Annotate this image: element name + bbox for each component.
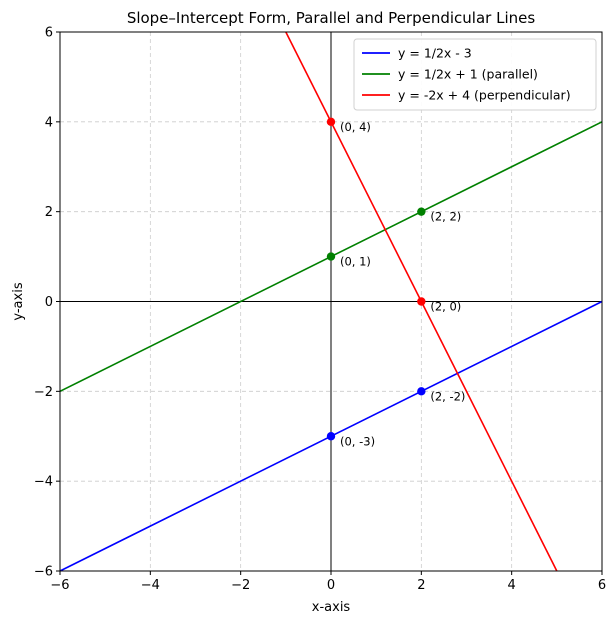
series-2-point-label-0: (0, 4) bbox=[340, 120, 371, 134]
x-tick-label-0: −6 bbox=[50, 578, 69, 593]
ticks-group: −6 −4 −2 0 2 4 6 −6 −4 −2 0 2 4 6 bbox=[34, 26, 606, 594]
x-tick-label-2: −2 bbox=[231, 578, 250, 593]
series-0-point-label-1: (2, -2) bbox=[430, 389, 465, 403]
y-axis-label: y-axis bbox=[11, 282, 26, 320]
x-axis-label: x-axis bbox=[312, 600, 351, 615]
legend: y = 1/2x - 3 y = 1/2x + 1 (parallel) y = -… bbox=[353, 38, 597, 111]
series-1-point-label-0: (0, 1) bbox=[340, 255, 371, 269]
y-tick-label-2: −2 bbox=[34, 385, 53, 400]
series-0-point-label-0: (0, -3) bbox=[340, 434, 375, 448]
x-tick-label-5: 4 bbox=[508, 578, 516, 593]
x-tick-label-6: 6 bbox=[598, 578, 606, 593]
y-tick-label-6: 6 bbox=[45, 26, 53, 41]
series-1-point-label-1: (2, 2) bbox=[430, 210, 461, 224]
y-tick-label-4: 2 bbox=[45, 205, 53, 220]
points-group: (0, -3) (2, -2) (0, 1) (2, 2) (0, 4) (2, 0) bbox=[326, 117, 465, 448]
series-1-point-1 bbox=[417, 207, 426, 216]
series-2-point-1 bbox=[417, 297, 426, 306]
y-tick-label-0: −6 bbox=[34, 565, 53, 580]
y-tick-label-3: 0 bbox=[45, 295, 53, 310]
x-tick-label-1: −4 bbox=[141, 578, 160, 593]
series-0-point-0 bbox=[326, 432, 336, 441]
chart-title: Slope–Intercept Form, Parallel and Perpe… bbox=[127, 9, 536, 27]
legend-entry-0: y = 1/2x - 3 bbox=[398, 46, 472, 61]
series-2-point-label-1: (2, 0) bbox=[430, 300, 461, 314]
x-tick-label-3: 0 bbox=[327, 578, 335, 593]
y-tick-label-1: −4 bbox=[34, 475, 53, 490]
y-tick-label-5: 4 bbox=[45, 115, 53, 130]
series-1-point-0 bbox=[326, 252, 336, 261]
legend-entry-1: y = 1/2x + 1 (parallel) bbox=[398, 67, 538, 82]
legend-box bbox=[353, 38, 597, 111]
legend-entry-2: y = -2x + 4 (perpendicular) bbox=[398, 88, 571, 103]
series-2-point-0 bbox=[326, 117, 336, 127]
x-tick-label-4: 2 bbox=[417, 578, 425, 593]
series-0-point-1 bbox=[417, 387, 426, 396]
